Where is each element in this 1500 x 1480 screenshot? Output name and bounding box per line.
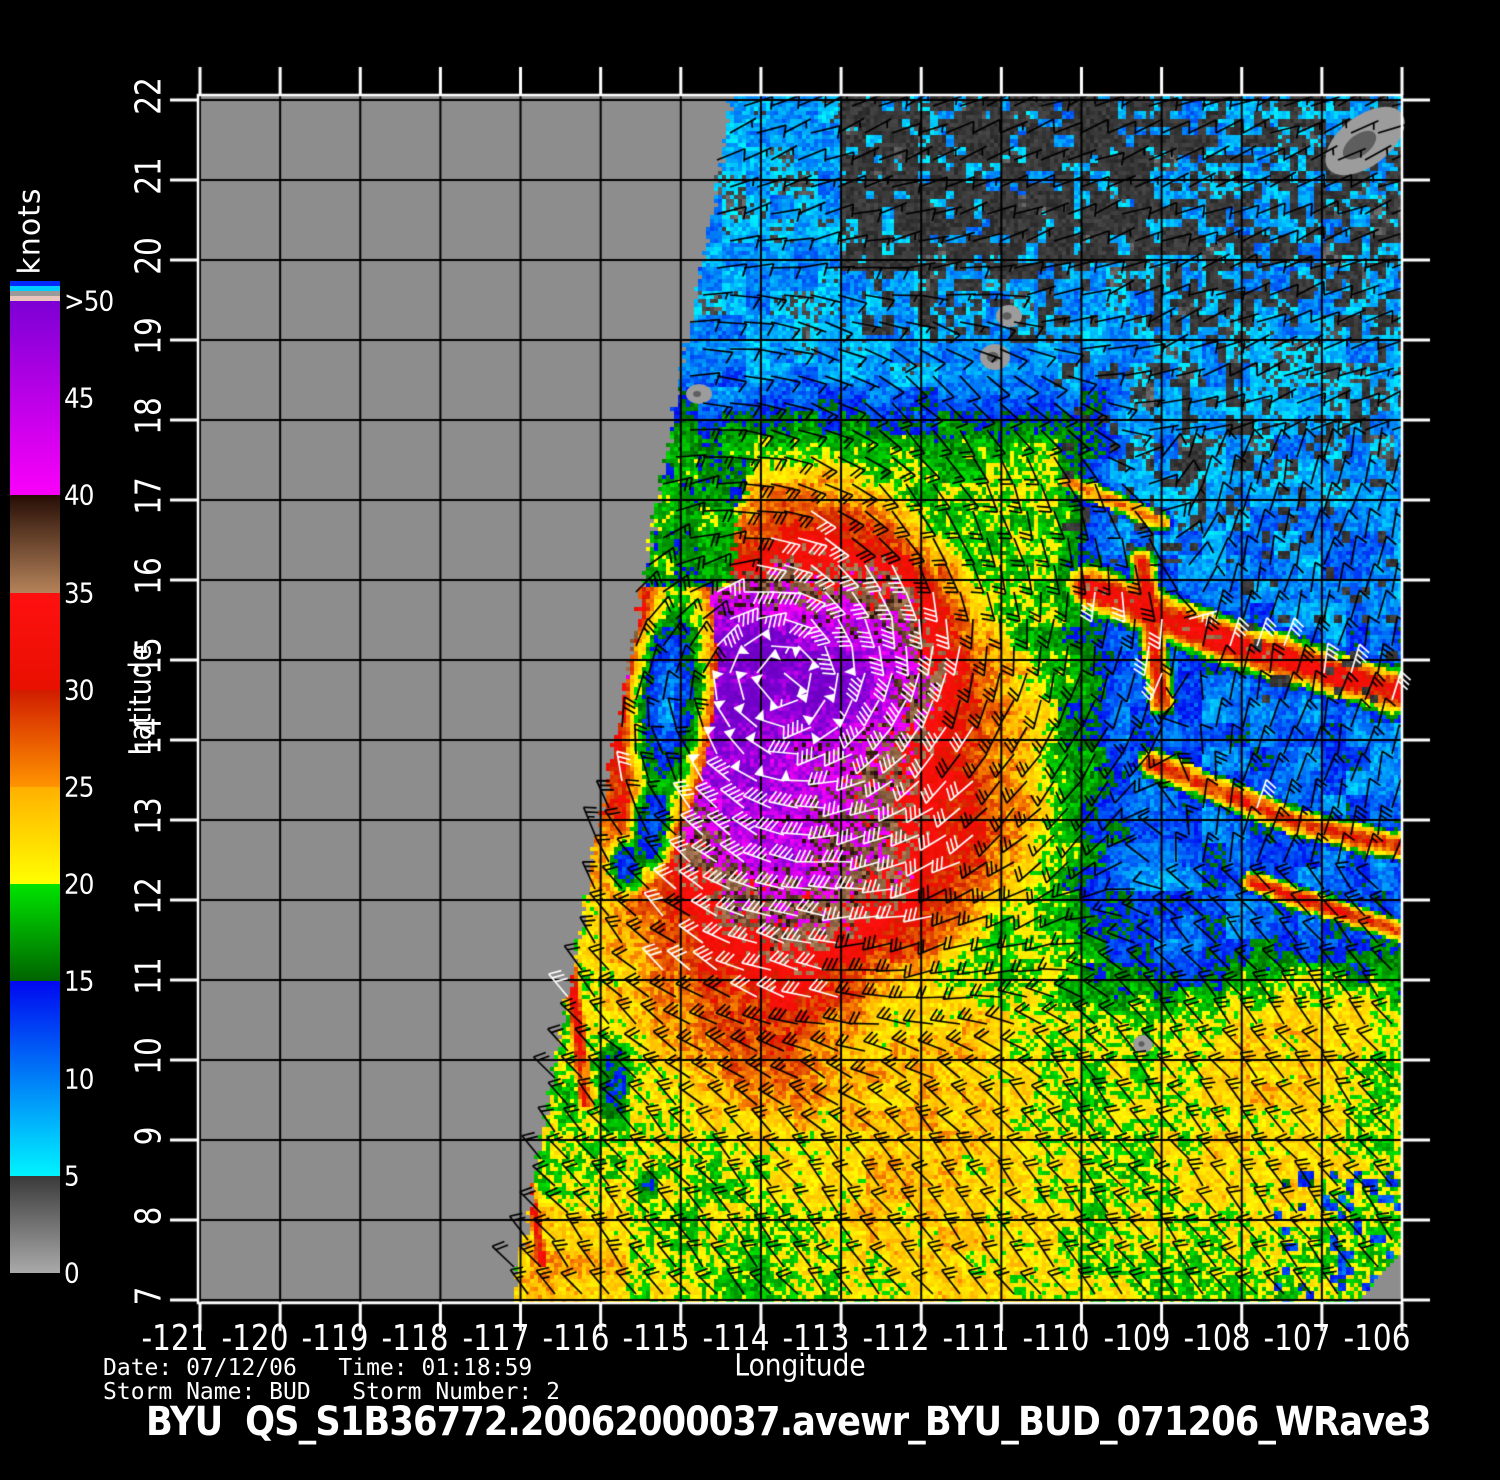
x-tick-label: -118 (381, 1318, 449, 1359)
colorbar-title: knots (12, 187, 48, 275)
colorbar-tick-label: 10 (64, 1062, 94, 1096)
colorbar-tick-label: 40 (64, 478, 94, 512)
y-tick-label: 19 (128, 317, 170, 355)
y-tick-label: 11 (128, 957, 170, 995)
colorbar-tick-label: 15 (64, 964, 94, 998)
colorbar-segment (10, 301, 60, 496)
x-tick-label: -117 (462, 1318, 530, 1359)
x-tick-label: -106 (1343, 1318, 1411, 1359)
colorbar-tick-label: 30 (64, 673, 94, 707)
colorbar-stripe (10, 291, 60, 296)
colorbar-segment (10, 884, 60, 982)
colorbar-tick-label: 0 (64, 1256, 80, 1290)
x-tick-label: -121 (141, 1318, 209, 1359)
y-tick-label: 9 (128, 1126, 170, 1146)
colorbar-segment (10, 495, 60, 593)
plot-title: BYU QS_S1B36772.20062000037.avewr_BYU_BU… (146, 1399, 1432, 1445)
date-time-text: Date: 07/12/06 Time: 01:18:59 (103, 1355, 533, 1381)
colorbar-segment (10, 592, 60, 690)
y-tick-label: 17 (128, 477, 170, 515)
colorbar-segment (10, 1175, 60, 1273)
x-tick-label: -111 (942, 1318, 1010, 1359)
x-tick-label: -115 (622, 1318, 690, 1359)
y-tick-label: 20 (128, 237, 170, 275)
x-tick-label: -110 (1022, 1318, 1090, 1359)
y-tick-label: 18 (128, 397, 170, 435)
x-tick-label: -116 (542, 1318, 610, 1359)
colorbar-segment (10, 689, 60, 787)
y-tick-label: 22 (128, 77, 170, 115)
y-tick-label: 7 (128, 1286, 170, 1306)
x-tick-label: -112 (862, 1318, 930, 1359)
y-tick-label: 16 (128, 557, 170, 595)
x-tick-label: -108 (1183, 1318, 1251, 1359)
colorbar-segment (10, 786, 60, 885)
colorbar-stripe (10, 296, 60, 301)
colorbar-tick-label: 35 (64, 576, 94, 610)
x-tick-label: -119 (301, 1318, 369, 1359)
x-tick-label: -107 (1263, 1318, 1331, 1359)
x-tick-label: -120 (221, 1318, 289, 1359)
x-tick-label: -109 (1103, 1318, 1171, 1359)
storm-info-text: Storm Name: BUD Storm Number: 2 (103, 1379, 560, 1405)
colorbar-tick-label: >50 (64, 284, 114, 318)
x-tick-label: -114 (702, 1318, 770, 1359)
x-axis-title: Longitude (734, 1348, 866, 1384)
y-axis-title: Latitude (123, 644, 159, 756)
y-tick-label: 10 (128, 1037, 170, 1075)
x-tick-label: -113 (782, 1318, 850, 1359)
colorbar-tick-label: 25 (64, 770, 94, 804)
y-tick-label: 13 (128, 797, 170, 835)
colorbar-tick-label: 45 (64, 381, 94, 415)
colorbar-tick-label: 20 (64, 867, 94, 901)
y-tick-label: 12 (128, 877, 170, 915)
colorbar (10, 281, 60, 1273)
colorbar-stripe (10, 281, 60, 286)
colorbar-tick-label: 5 (64, 1159, 80, 1193)
y-tick-label: 21 (128, 157, 170, 195)
colorbar-stripe (10, 286, 60, 291)
y-tick-label: 8 (128, 1206, 170, 1226)
colorbar-segment (10, 981, 60, 1176)
